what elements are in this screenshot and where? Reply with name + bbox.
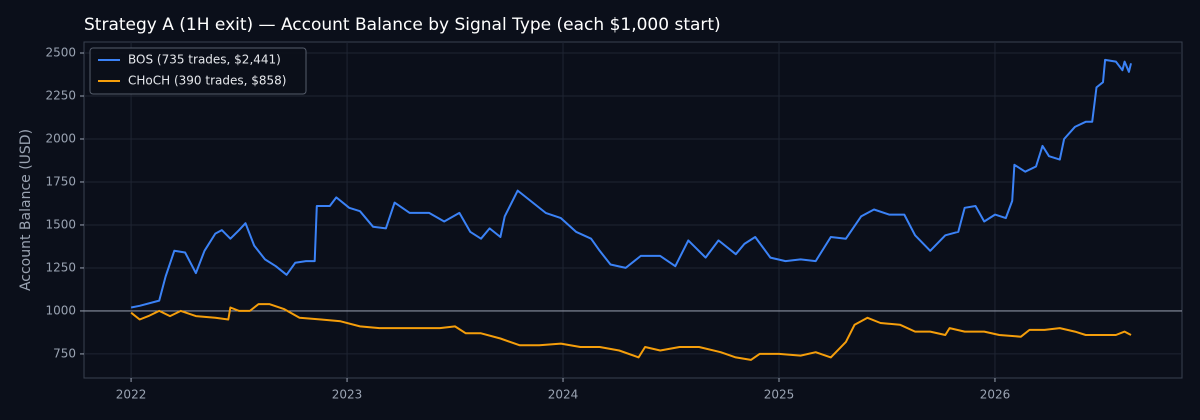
chart-title: Strategy A (1H exit) — Account Balance b… <box>84 15 721 35</box>
y-tick-label: 2250 <box>45 88 76 102</box>
y-tick-label: 1500 <box>45 217 76 231</box>
legend: BOS (735 trades, $2,441) CHoCH (390 trade… <box>89 47 307 95</box>
x-tick-label: 2024 <box>548 388 579 402</box>
y-tick-label: 1000 <box>45 303 76 317</box>
y-tick-label: 2000 <box>45 131 76 145</box>
legend-label: BOS (735 trades, $2,441) <box>128 53 281 67</box>
x-tick-label: 2022 <box>116 388 147 402</box>
y-tick-label: 1250 <box>45 260 76 274</box>
y-tick-label: 2500 <box>45 46 76 60</box>
y-tick-label: 1750 <box>45 174 76 188</box>
legend-label: CHoCH (390 trades, $858) <box>128 74 286 88</box>
y-axis-label: Account Balance (USD) <box>18 129 34 291</box>
x-tick-label: 2023 <box>332 388 363 402</box>
legend-box <box>89 47 307 95</box>
plot-area <box>83 41 1183 379</box>
x-tick-label: 2025 <box>764 388 795 402</box>
series-line <box>130 303 1132 361</box>
y-tick-label: 750 <box>53 346 76 360</box>
x-tick-label: 2026 <box>980 388 1011 402</box>
series-line <box>130 58 1132 309</box>
